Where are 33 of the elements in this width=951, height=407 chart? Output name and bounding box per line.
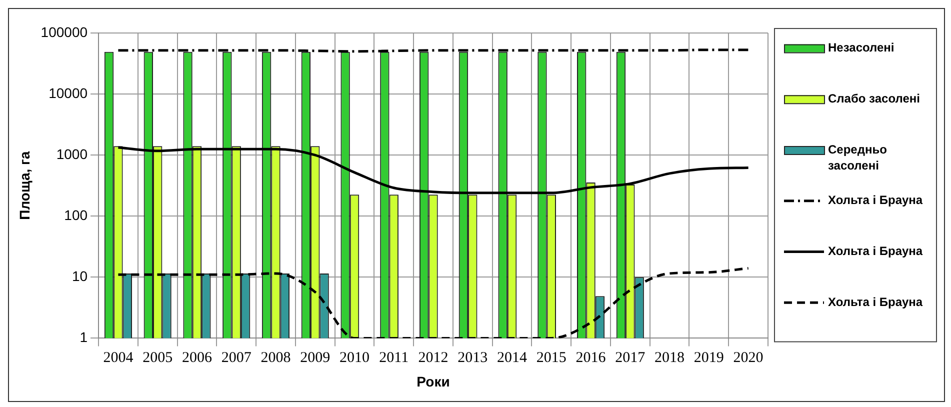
y-axis-title: Площа, га	[16, 151, 32, 220]
x-tick-label: 2006	[182, 350, 212, 366]
y-tick-label: 10000	[48, 84, 88, 101]
x-tick-label: 2004	[103, 350, 134, 366]
x-tick-label: 2020	[733, 350, 764, 366]
x-tick-label: 2007	[221, 350, 252, 366]
y-tick-label: 100000	[40, 24, 88, 40]
legend-label: Слабо засолені	[828, 91, 920, 106]
legend-label: Хольта і Брауна	[828, 193, 923, 208]
x-tick-label: 2010	[339, 350, 370, 366]
legend-label: Незасолені	[828, 40, 894, 55]
line-series	[116, 266, 750, 338]
x-tick-label: 2016	[576, 350, 606, 366]
x-tick-label: 2013	[458, 350, 488, 366]
y-tick-label: 1	[80, 329, 88, 346]
y-tick-label: 100	[64, 206, 88, 223]
x-tick-label: 2011	[379, 350, 409, 366]
x-tick-label: 2018	[654, 350, 685, 366]
x-tick-label: 2005	[142, 350, 173, 366]
x-tick-label: 2009	[300, 350, 330, 366]
x-axis-title: Роки	[416, 373, 450, 390]
y-tick-label: 1000	[56, 146, 88, 162]
legend-label: Середньо засолені	[828, 142, 887, 172]
x-tick-label: 2014	[497, 350, 528, 366]
y-tick-label: 10	[72, 268, 88, 284]
legend-label: Хольта і Брауна	[828, 244, 923, 258]
legend-label: Хольта і Брауна	[828, 294, 923, 309]
x-tick-label: 2019	[694, 350, 724, 366]
x-tick-label: 2008	[260, 350, 291, 366]
x-tick-label: 2012	[418, 350, 448, 366]
line-series	[116, 146, 750, 194]
x-tick-label: 2017	[615, 350, 646, 366]
x-tick-label: 2015	[536, 350, 566, 366]
